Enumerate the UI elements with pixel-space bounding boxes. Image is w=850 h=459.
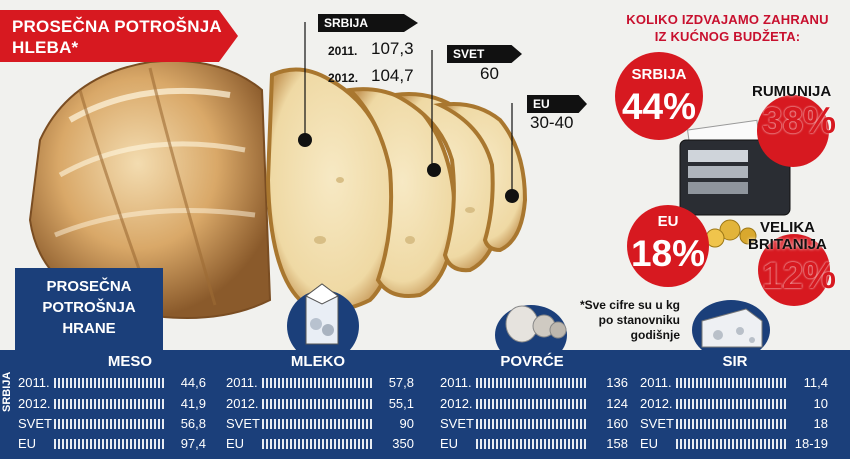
food-title-box: PROSEČNA POTROŠNJA HRANE	[15, 268, 163, 350]
row-label-meso-2: SVET	[18, 416, 52, 431]
bread-title-line2: HLEBA*	[12, 38, 79, 57]
row-value-meso-2: 56,8	[180, 416, 206, 431]
row-value-povre-3: 158	[606, 436, 628, 451]
row-value-sir-2: 18	[813, 416, 828, 431]
row-value-sir-1: 10	[813, 396, 828, 411]
row-bar-povre-2	[476, 419, 588, 429]
budget-pct-rumunija: 38%	[762, 100, 837, 141]
row-label-sir-1: 2012.	[640, 396, 673, 411]
budget-name-srbija: SRBIJA	[631, 66, 687, 83]
row-bar-povre-1	[476, 399, 588, 409]
vegetables-icon	[505, 305, 567, 343]
row-bar-meso-0	[54, 378, 166, 388]
row-label-povre-2: SVET	[440, 416, 474, 431]
srbija-tag: SRBIJA	[318, 14, 418, 32]
row-bar-sir-1	[676, 399, 788, 409]
budget-name-rumunija: RUMUNIJA	[752, 83, 832, 100]
row-value-povre-0: 136	[606, 375, 628, 390]
row-value-meso-1: 41,9	[180, 396, 206, 411]
wallet-icon	[679, 119, 791, 248]
row-value-meso-0: 44,6	[180, 375, 206, 390]
column-title-meso: MESO	[107, 353, 153, 370]
budget-pct-velika-britanija: 12%	[762, 255, 837, 296]
milk-carton-icon	[305, 283, 339, 345]
note-line2: po stanovniku	[598, 313, 680, 327]
row-bar-povre-3	[476, 439, 588, 449]
row-bar-mleko-0	[262, 378, 374, 388]
row-label-mleko-2: SVET	[226, 416, 260, 431]
srbija-year-2011: 2011.	[328, 44, 358, 58]
row-label-povre-1: 2012.	[440, 396, 473, 411]
row-label-mleko-1: 2012.	[226, 396, 259, 411]
budget-circle-rumunija	[757, 95, 829, 167]
budget-pct-srbija: 44%	[621, 86, 697, 127]
food-title-line2: POTROŠNJA	[42, 299, 136, 316]
column-title-povre: POVRĆE	[500, 353, 564, 370]
note-line1: *Sve cifre su u kg	[579, 298, 680, 312]
bread-title-banner: PROSEČNA POTROŠNJA HLEBA*	[0, 10, 238, 62]
row-value-meso-3: 97,4	[180, 436, 206, 451]
column-title-mleko: MLEKO	[290, 353, 346, 370]
budget-name-britanija: BRITANIJA	[748, 236, 827, 253]
budget-title-line1: KOLIKO IZDVAJAMO ZAHRANU	[626, 12, 829, 27]
units-note: *Sve cifre su u kg po stanovniku godišnj…	[560, 298, 680, 343]
budget-pct-eu: 18%	[630, 233, 706, 274]
eu-tag: EU	[527, 95, 587, 113]
row-bar-meso-3	[54, 439, 166, 449]
budget-circle-eu: EU 18%	[627, 205, 709, 287]
row-bar-meso-2	[54, 419, 166, 429]
note-line3: godišnje	[630, 328, 680, 342]
row-label-povre-3: EU	[440, 436, 459, 451]
row-bar-mleko-2	[262, 419, 374, 429]
row-label-sir-2: SVET	[640, 416, 674, 431]
row-label-mleko-3: EU	[226, 436, 245, 451]
food-title-line1: PROSEČNA	[46, 278, 132, 295]
row-bar-mleko-1	[262, 399, 374, 409]
row-value-sir-3: 18-19	[794, 436, 828, 451]
budget-name-eu: EU	[657, 213, 679, 230]
row-label-sir-3: EU	[640, 436, 659, 451]
srbija-value-2012: 104,7	[371, 66, 414, 85]
column-title-sir: SIR	[722, 353, 748, 370]
row-value-sir-0: 11,4	[803, 375, 828, 390]
cheese-icon	[701, 308, 763, 348]
row-label-meso-1: 2012.	[18, 396, 51, 411]
srbija-side-label: SRBIJA	[1, 371, 13, 412]
svet-tag: SVET	[447, 45, 522, 63]
row-label-meso-3: EU	[18, 436, 37, 451]
budget-name-velika: VELIKA	[760, 219, 816, 236]
row-value-povre-2: 160	[606, 416, 628, 431]
row-bar-sir-0	[676, 378, 788, 388]
row-label-povre-0: 2011.	[440, 375, 472, 390]
srbija-value-2011: 107,3	[371, 39, 414, 58]
row-label-sir-0: 2011.	[640, 375, 672, 390]
svet-value: 60	[480, 64, 499, 83]
row-bar-sir-3	[676, 439, 788, 449]
srbija-year-2012: 2012.	[328, 71, 359, 85]
row-label-meso-0: 2011.	[18, 375, 50, 390]
budget-circle-velika-britanija	[758, 234, 830, 306]
row-bar-meso-1	[54, 399, 166, 409]
budget-circle-srbija: SRBIJA 44%	[615, 52, 703, 140]
food-title-line3: HRANE	[62, 320, 116, 337]
row-bar-sir-2	[676, 419, 788, 429]
budget-title-line2: IZ KUĆNOG BUDŽETA:	[654, 29, 801, 44]
row-value-povre-1: 124	[606, 396, 628, 411]
row-label-mleko-0: 2011.	[226, 375, 258, 390]
bread-illustration	[28, 22, 528, 319]
row-value-mleko-2: 90	[399, 416, 414, 431]
row-value-mleko-0: 57,8	[388, 375, 414, 390]
eu-value: 30-40	[530, 113, 574, 132]
row-bar-povre-0	[476, 378, 588, 388]
row-value-mleko-1: 55,1	[388, 396, 414, 411]
row-value-mleko-3: 350	[392, 436, 414, 451]
row-bar-mleko-3	[262, 439, 374, 449]
bread-title-line1: PROSEČNA POTROŠNJA	[12, 17, 222, 36]
